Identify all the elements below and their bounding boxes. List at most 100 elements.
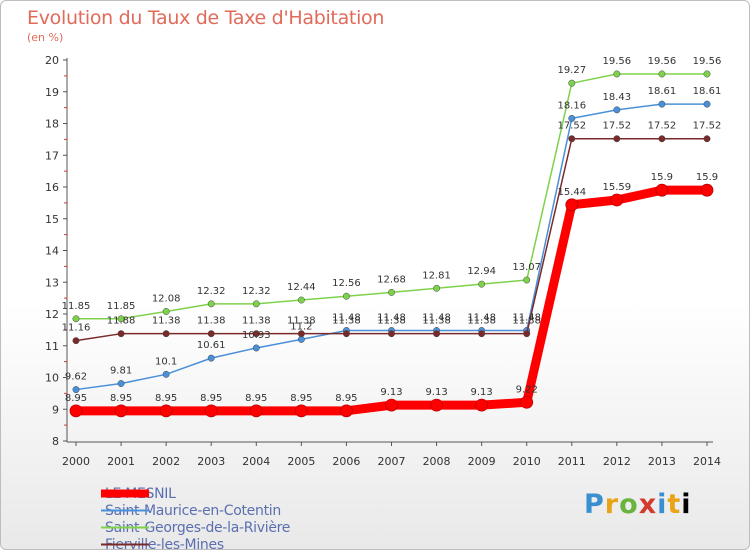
data-point <box>252 300 260 308</box>
legend-swatch <box>101 526 149 529</box>
y-tick-label: 9 <box>52 403 59 416</box>
legend-item-saint-georges: Saint-Georges-de-la-Rivière <box>101 519 290 536</box>
data-point <box>252 330 260 338</box>
x-tick-label: 2002 <box>152 455 180 468</box>
y-tick-label: 16 <box>45 181 59 194</box>
data-point <box>703 135 711 143</box>
x-tick-label: 2010 <box>513 455 541 468</box>
x-tick-label: 2005 <box>287 455 315 468</box>
x-tick-label: 2011 <box>558 455 586 468</box>
data-label: 8.95 <box>200 393 222 404</box>
data-label: 19.56 <box>648 56 677 67</box>
data-point <box>72 386 80 394</box>
series-line-1 <box>75 103 707 391</box>
data-point <box>207 300 215 308</box>
data-point <box>72 337 80 345</box>
data-label: 15.59 <box>603 182 632 193</box>
legend-item-fierville: Fierville-les-Mines <box>101 536 290 550</box>
data-label: 11.48 <box>467 313 496 324</box>
data-point <box>207 354 215 362</box>
y-tick-label: 12 <box>45 308 59 321</box>
data-label: 12.32 <box>197 286 226 297</box>
data-label: 8.95 <box>65 393 87 404</box>
data-label: 11.48 <box>377 313 406 324</box>
data-point <box>520 395 534 409</box>
data-point <box>69 404 83 418</box>
data-label: 18.43 <box>603 92 632 103</box>
data-point <box>294 404 308 418</box>
data-label: 17.52 <box>648 121 677 132</box>
data-point <box>162 330 170 338</box>
data-label: 11.48 <box>512 313 541 324</box>
data-point <box>433 284 441 292</box>
legend: LE MESNIL Saint-Maurice-en-Cotentin Sain… <box>101 485 290 550</box>
data-label: 11.38 <box>512 316 541 327</box>
data-point <box>342 330 350 338</box>
data-point <box>610 193 624 207</box>
data-label: 8.95 <box>110 393 132 404</box>
data-point <box>388 288 395 296</box>
data-label: 8.95 <box>290 393 312 404</box>
data-label: 19.56 <box>693 56 722 67</box>
x-tick-label: 2004 <box>242 455 270 468</box>
legend-item-le-mesnil: LE MESNIL <box>101 485 290 502</box>
data-point <box>430 398 443 412</box>
data-label: 11.48 <box>422 313 451 324</box>
data-point <box>117 330 125 338</box>
x-tick-label: 2000 <box>62 455 90 468</box>
x-tick-label: 2007 <box>378 455 406 468</box>
data-label: 9.81 <box>110 366 132 377</box>
data-label: 12.32 <box>242 286 271 297</box>
x-tick-label: 2008 <box>423 455 451 468</box>
data-point <box>297 330 305 338</box>
y-tick-label: 19 <box>45 86 59 99</box>
y-tick-label: 10 <box>45 372 59 385</box>
data-label: 11.85 <box>107 301 136 312</box>
data-point <box>613 106 621 114</box>
data-point <box>340 404 353 418</box>
data-point <box>297 296 305 304</box>
data-point <box>613 135 621 143</box>
data-label: 15.9 <box>651 172 673 183</box>
data-label: 18.61 <box>648 86 677 97</box>
legend-label: Fierville-les-Mines <box>105 536 224 550</box>
data-point <box>613 70 621 78</box>
data-label: 11.38 <box>377 316 406 327</box>
data-label: 11.38 <box>467 316 496 327</box>
data-point <box>658 100 666 108</box>
data-label: 12.94 <box>467 266 496 277</box>
data-label: 11.38 <box>197 316 226 327</box>
data-label: 10.61 <box>197 340 226 351</box>
x-tick-label: 2003 <box>197 455 225 468</box>
data-point <box>162 308 170 315</box>
data-label: 11.38 <box>422 316 451 327</box>
data-label: 10.1 <box>155 356 177 367</box>
data-point <box>114 404 128 418</box>
legend-swatch <box>101 489 149 498</box>
data-point <box>342 292 350 300</box>
data-label: 9.62 <box>65 372 87 383</box>
data-label: 8.95 <box>245 393 267 404</box>
data-point <box>700 183 714 197</box>
data-label: 8.95 <box>155 393 177 404</box>
data-point <box>249 404 263 418</box>
data-label: 11.88 <box>107 316 136 327</box>
x-tick-label: 2001 <box>107 455 135 468</box>
data-point <box>297 335 305 343</box>
data-point <box>568 114 576 122</box>
y-tick-label: 18 <box>45 118 59 131</box>
data-point <box>72 315 80 323</box>
data-label: 11.2 <box>290 321 312 332</box>
data-point <box>433 330 441 338</box>
y-tick-label: 8 <box>52 435 59 448</box>
x-tick-label: 2006 <box>332 455 360 468</box>
data-point <box>252 344 260 352</box>
chart-title: Evolution du Taux de Taxe d'Habitation <box>27 7 385 29</box>
data-label: 12.81 <box>422 270 451 281</box>
legend-label: Saint-Georges-de-la-Rivière <box>105 519 291 536</box>
data-label: 18.16 <box>557 100 586 111</box>
data-label: 12.08 <box>152 293 181 304</box>
data-point <box>703 100 711 108</box>
